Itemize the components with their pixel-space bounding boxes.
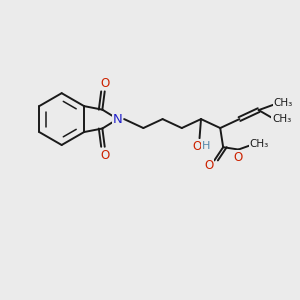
Text: CH₃: CH₃ xyxy=(273,98,292,108)
Text: O: O xyxy=(100,148,109,161)
Text: O: O xyxy=(192,140,201,153)
Text: O: O xyxy=(100,77,109,90)
Text: CH₃: CH₃ xyxy=(272,114,291,124)
Text: H: H xyxy=(202,141,210,151)
Text: O: O xyxy=(234,151,243,164)
Text: CH₃: CH₃ xyxy=(250,139,269,149)
Text: O: O xyxy=(204,159,214,172)
Text: N: N xyxy=(113,112,122,126)
